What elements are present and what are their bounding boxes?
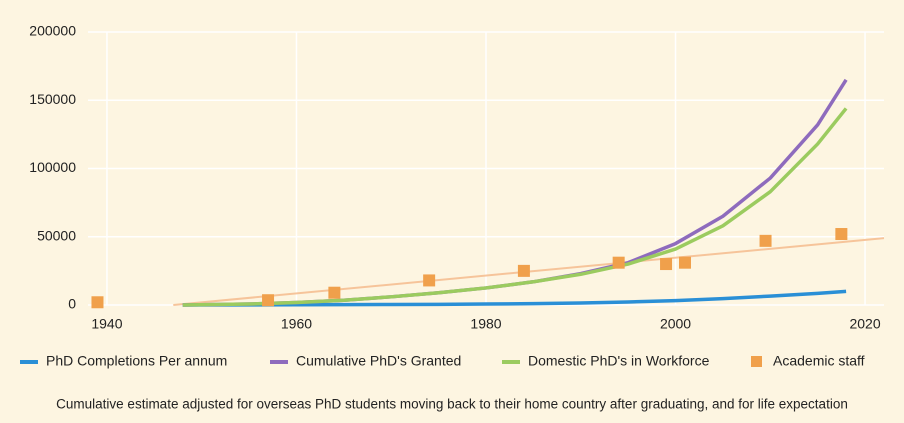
scatter-point [835, 228, 848, 241]
legend-swatch [751, 356, 762, 367]
x-tick-label: 2020 [849, 316, 880, 332]
y-tick-label: 0 [68, 296, 76, 312]
footnote: Cumulative estimate adjusted for oversea… [56, 397, 848, 412]
x-tick-label: 1960 [281, 316, 312, 332]
scatter-point [328, 286, 341, 299]
scatter-point [423, 274, 436, 287]
y-tick-label: 100000 [29, 159, 76, 175]
x-tick-label: 1980 [470, 316, 501, 332]
x-tick-label: 1940 [91, 316, 122, 332]
legend-label: Domestic PhD's in Workforce [528, 353, 710, 369]
scatter-point [262, 294, 275, 307]
series-line [182, 289, 847, 307]
scatter-point [660, 258, 673, 271]
legend-label: Cumulative PhD's Granted [296, 353, 461, 369]
series-line [182, 78, 848, 307]
y-tick-label: 150000 [29, 91, 76, 107]
y-tick-label: 200000 [29, 23, 76, 39]
legend-label: Academic staff [773, 353, 865, 369]
scatter-point [91, 296, 104, 309]
legend-swatch [270, 360, 288, 364]
y-tick-label: 50000 [37, 227, 76, 243]
legend-swatch [502, 360, 520, 364]
scatter-point [612, 256, 625, 269]
scatter-point [679, 256, 691, 269]
x-tick-label: 2000 [660, 316, 691, 332]
legend-label: PhD Completions Per annum [46, 353, 227, 369]
scatter-point [517, 264, 530, 277]
legend-swatch [20, 360, 38, 364]
scatter-point [759, 234, 772, 247]
series-line [182, 107, 848, 307]
